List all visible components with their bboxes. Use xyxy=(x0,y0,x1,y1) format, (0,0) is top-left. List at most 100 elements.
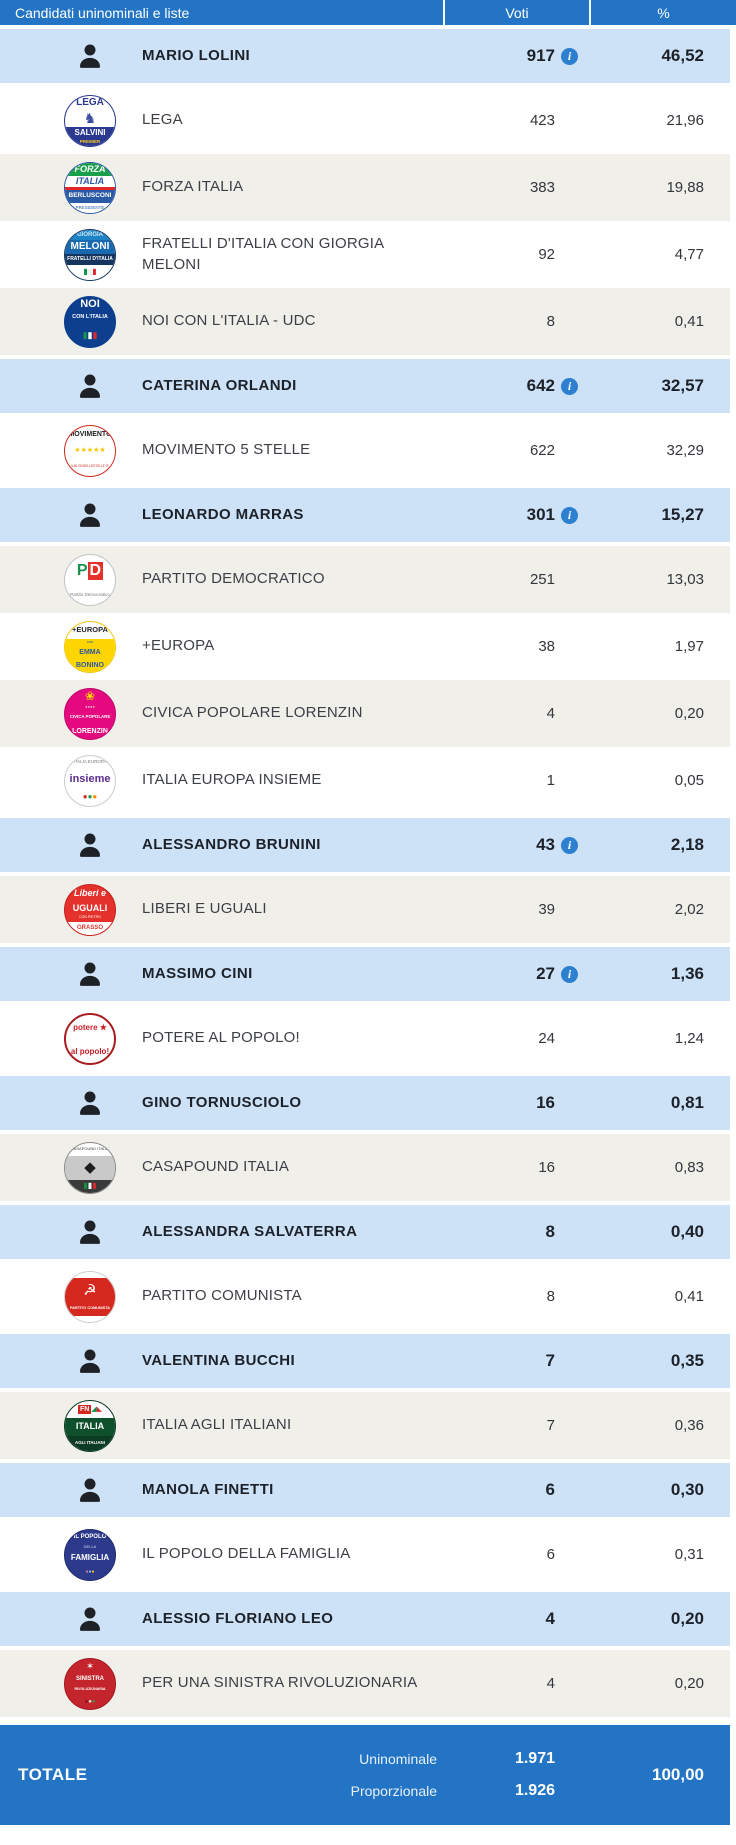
party-row: IL POPOLO DELLA FAMIGLIA ● ● ● IL POPOLO DELL… xyxy=(0,1521,730,1588)
candidate-percent: 15,27 xyxy=(661,505,704,524)
party-logo-circle: CASAPOUND ITALIA ◆ ▮ ▮ ▮ xyxy=(64,1141,116,1194)
party-name: ITALIA AGLI ITALIANI xyxy=(142,1416,292,1434)
person-icon xyxy=(0,500,142,530)
person-icon xyxy=(0,371,142,401)
party-logo-insieme: ITALIA EUROPA insieme ● ● ● xyxy=(0,754,142,807)
party-votes: 1 xyxy=(546,772,555,789)
candidate-votes-value: 6 xyxy=(545,1480,555,1499)
candidate-name: MASSIMO CINI xyxy=(142,964,253,982)
party-percent: 2,02 xyxy=(674,901,704,918)
candidate-votes: 7 xyxy=(437,1351,583,1371)
candidate-name: ALESSANDRA SALVATERRA xyxy=(142,1222,358,1240)
info-icon[interactable]: i xyxy=(561,965,578,983)
info-icon[interactable]: i xyxy=(561,836,578,854)
party-votes: 8 xyxy=(546,313,555,330)
candidate-name: MARIO LOLINI xyxy=(142,46,251,64)
column-header-percent: % xyxy=(589,0,736,25)
party-votes: 7 xyxy=(546,1417,555,1434)
party-logo-circle: ❀ ●●●● CIVICA POPOLARE LORENZIN xyxy=(64,687,116,740)
party-logo-potere_popolo: potere ★ al popolo! xyxy=(0,1012,142,1065)
party-logo-lega: LEGA ♞ SALVINI PREMIER xyxy=(0,94,142,147)
person-icon xyxy=(0,1088,142,1118)
party-row: ITALIA EUROPA insieme ● ● ● ITALIA EUROPA IN… xyxy=(0,747,730,814)
party-votes: 423 xyxy=(529,112,555,129)
party-logo-fratelli_italia: GIORGIA MELONI FRATELLI D'ITALIA ▮ ▮ ▮ xyxy=(0,228,142,281)
candidate-votes: 917 i xyxy=(437,46,583,66)
party-name: NOI CON L'ITALIA - UDC xyxy=(142,312,316,330)
party-votes: 383 xyxy=(529,179,555,196)
candidate-votes: 43 i xyxy=(437,835,583,855)
total-label: TOTALE xyxy=(18,1765,88,1784)
footer-vote-totals: Uninominale 1.971 Proporzionale 1.926 xyxy=(168,1750,583,1800)
info-icon[interactable]: i xyxy=(561,47,578,65)
person-icon xyxy=(0,41,142,71)
party-logo-circle: NOI CON L'ITALIA ▮ ▮ ▮ xyxy=(64,295,116,348)
party-logo-circle: GIORGIA MELONI FRATELLI D'ITALIA ▮ ▮ ▮ xyxy=(64,228,116,281)
party-row: Liberi e UGUALI CON PIETRO GRASSO LIBERI E … xyxy=(0,876,730,943)
party-votes: 4 xyxy=(546,1675,555,1692)
footer-total-row: Uninominale 1.971 xyxy=(168,1750,583,1768)
candidate-votes: 6 xyxy=(437,1480,583,1500)
candidate-votes: 4 xyxy=(437,1609,583,1629)
party-percent: 21,96 xyxy=(666,112,704,129)
party-name: CIVICA POPOLARE LORENZIN xyxy=(142,704,363,722)
totals-footer: TOTALE Uninominale 1.971 Proporzionale 1… xyxy=(0,1725,730,1825)
candidate-percent: 32,57 xyxy=(661,376,704,395)
candidate-percent: 0,40 xyxy=(670,1222,704,1241)
party-name: PARTITO DEMOCRATICO xyxy=(142,570,325,588)
candidate-row: MANOLA FINETTI 6 0,30 xyxy=(0,1463,730,1517)
candidate-name: CATERINA ORLANDI xyxy=(142,376,297,394)
party-logo-popolo_famiglia: IL POPOLO DELLA FAMIGLIA ● ● ● xyxy=(0,1528,142,1581)
candidate-row: MASSIMO CINI 27 i 1,36 xyxy=(0,947,730,1001)
party-percent: 1,24 xyxy=(674,1030,704,1047)
party-row: potere ★ al popolo! POTERE AL POPOLO! 24 … xyxy=(0,1005,730,1072)
party-votes: 6 xyxy=(546,1546,555,1563)
party-percent: 0,41 xyxy=(674,1288,704,1305)
party-logo-circle: IL POPOLO DELLA FAMIGLIA ● ● ● xyxy=(64,1528,116,1581)
party-logo-circle: LEGA ♞ SALVINI PREMIER xyxy=(64,94,116,147)
info-icon[interactable]: i xyxy=(561,506,578,524)
candidate-votes-value: 8 xyxy=(545,1222,555,1241)
footer-total-row-label: Proporzionale xyxy=(350,1783,437,1799)
candidate-votes: 642 i xyxy=(437,376,583,396)
party-logo-m5s: MOVIMENTO ★★★★★ ILBLOGDELLESTELLE.IT xyxy=(0,424,142,477)
party-percent: 13,03 xyxy=(666,571,704,588)
footer-total-row: Proporzionale 1.926 xyxy=(168,1782,583,1800)
party-logo-civica_popolare: ❀ ●●●● CIVICA POPOLARE LORENZIN xyxy=(0,687,142,740)
candidate-row: MARIO LOLINI 917 i 46,52 xyxy=(0,29,730,83)
info-icon[interactable]: i xyxy=(561,377,578,395)
party-percent: 32,29 xyxy=(666,442,704,459)
party-logo-casapound: CASAPOUND ITALIA ◆ ▮ ▮ ▮ xyxy=(0,1141,142,1194)
party-name: ITALIA EUROPA INSIEME xyxy=(142,771,322,789)
party-name: LEGA xyxy=(142,111,183,129)
candidate-percent: 0,35 xyxy=(670,1351,704,1370)
party-logo-circle: ☭ PARTITO COMUNISTA xyxy=(64,1270,116,1323)
party-logo-noi_italia: NOI CON L'ITALIA ▮ ▮ ▮ xyxy=(0,295,142,348)
party-logo-forza_italia: FORZA ITALIA BERLUSCONI PRESIDENTE xyxy=(0,161,142,214)
party-name: FORZA ITALIA xyxy=(142,178,244,196)
candidate-row: GINO TORNUSCIOLO 16 0,81 xyxy=(0,1076,730,1130)
candidate-votes-value: 642 xyxy=(526,376,555,395)
candidate-row: CATERINA ORLANDI 642 i 32,57 xyxy=(0,359,730,413)
party-logo-circle: ✶ SINISTRA RIVOLUZIONARIA ● ● ● xyxy=(64,1657,116,1710)
party-votes: 38 xyxy=(538,638,555,655)
party-percent: 4,77 xyxy=(674,246,704,263)
candidate-row: ALESSANDRA SALVATERRA 8 0,40 xyxy=(0,1205,730,1259)
candidate-name: ALESSANDRO BRUNINI xyxy=(142,835,321,853)
candidate-votes-value: 16 xyxy=(536,1093,555,1112)
party-percent: 0,20 xyxy=(674,1675,704,1692)
party-logo-partito_comunista: ☭ PARTITO COMUNISTA xyxy=(0,1270,142,1323)
party-name: PER UNA SINISTRA RIVOLUZIONARIA xyxy=(142,1674,418,1692)
party-name: LIBERI E UGUALI xyxy=(142,900,267,918)
party-logo-italia_italiani: FN ◢ ◣ ITALIA AGLI ITALIANI xyxy=(0,1399,142,1452)
party-percent: 0,31 xyxy=(674,1546,704,1563)
party-logo-circle: potere ★ al popolo! xyxy=(64,1012,116,1065)
candidate-votes-value: 917 xyxy=(526,46,555,65)
party-logo-piu_europa: +EUROPA con EMMA BONINO xyxy=(0,620,142,673)
candidate-name: MANOLA FINETTI xyxy=(142,1480,274,1498)
party-row: ☭ PARTITO COMUNISTA PARTITO COMUNISTA 8 0… xyxy=(0,1263,730,1330)
party-logo-circle: Liberi e UGUALI CON PIETRO GRASSO xyxy=(64,883,116,936)
party-logo-circle: +EUROPA con EMMA BONINO xyxy=(64,620,116,673)
party-logo-circle: FN ◢ ◣ ITALIA AGLI ITALIANI xyxy=(64,1399,116,1452)
candidate-percent: 0,81 xyxy=(670,1093,704,1112)
